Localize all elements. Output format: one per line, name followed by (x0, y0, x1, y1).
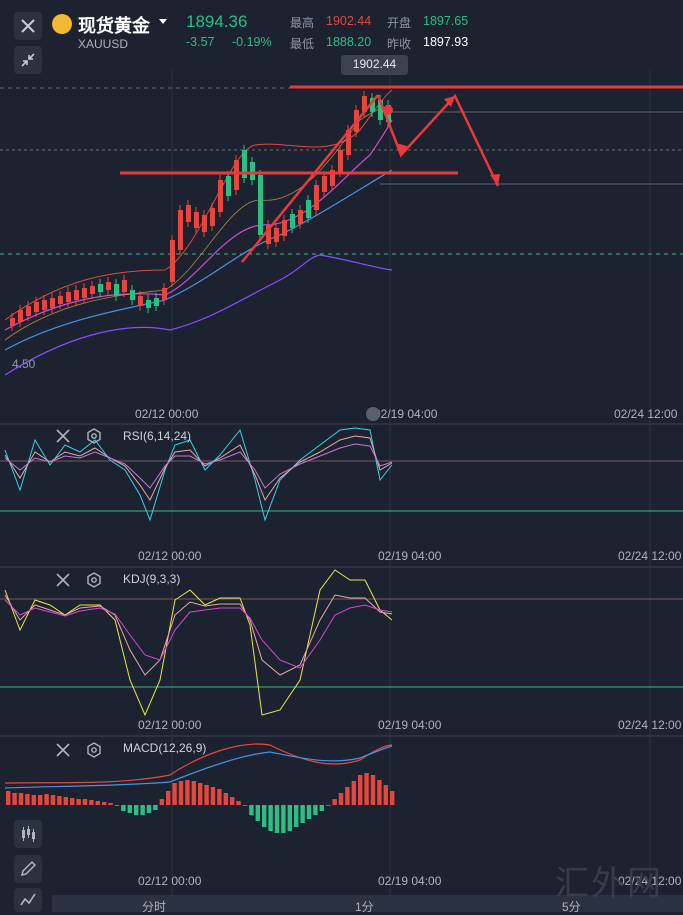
indicator-tool-button[interactable] (14, 888, 42, 912)
draw-tool-button[interactable] (14, 855, 42, 883)
rsi-tick-3: 02/24 12:00 (618, 549, 682, 563)
collapse-button[interactable] (14, 46, 42, 74)
kdj-settings-button[interactable] (86, 572, 102, 593)
macd-tick-3: 02/24 12:00 (618, 874, 682, 888)
chevron-down-icon[interactable] (159, 19, 167, 24)
scroll-handle[interactable] (366, 407, 380, 421)
gear-icon (87, 572, 101, 588)
candlestick-icon (22, 826, 35, 842)
macd-close-button[interactable] (55, 742, 71, 763)
prev-close-value: 1897.93 (423, 35, 469, 49)
price-change-percent: -0.19% (232, 35, 272, 49)
gear-icon (87, 742, 101, 758)
high-label: 最高 (290, 16, 315, 30)
watermark: 汇外网 (555, 864, 663, 904)
current-price: 1894.36 (186, 12, 248, 31)
low-label: 最低 (290, 37, 315, 51)
rsi-close-button[interactable] (55, 428, 71, 449)
open-label: 开盘 (387, 16, 412, 30)
candlestick-tool-button[interactable] (14, 820, 42, 848)
close-icon (56, 429, 70, 443)
main-tick-1: 02/12 00:00 (135, 407, 199, 421)
prev-close-label: 昨收 (387, 37, 412, 51)
indicator-icon (20, 893, 36, 906)
open-value: 1897.65 (423, 14, 469, 28)
kdj-tick-2: 02/19 04:00 (378, 718, 442, 732)
instrument-title[interactable]: 现货黄金 (78, 16, 150, 36)
collapse-arrows-icon (21, 53, 35, 67)
high-marker-label: 1902.44 (352, 57, 397, 71)
rsi-tick-1: 02/12 00:00 (138, 549, 202, 563)
close-icon (56, 743, 70, 757)
tab-1min[interactable]: 1分 (355, 900, 374, 914)
kdj-tick-3: 02/24 12:00 (618, 718, 682, 732)
close-button[interactable] (14, 12, 42, 40)
macd-label: MACD(12,26,9) (123, 741, 207, 755)
main-tick-3: 02/24 12:00 (614, 407, 678, 421)
price-change: -3.57 (186, 35, 215, 49)
tab-5min[interactable]: 5分 (562, 900, 581, 914)
macd-tick-1: 02/12 00:00 (138, 874, 202, 888)
high-value: 1902.44 (326, 14, 372, 28)
kdj-label: KDJ(9,3,3) (123, 572, 181, 586)
pencil-icon (20, 860, 37, 877)
tab-timeshare[interactable]: 分时 (142, 900, 167, 914)
kdj-tick-1: 02/12 00:00 (138, 718, 202, 732)
close-icon (56, 573, 70, 587)
rsi-label: RSI(6,14,24) (123, 429, 192, 443)
candlestick-series (10, 91, 391, 331)
macd-tick-2: 02/19 04:00 (378, 874, 442, 888)
gear-icon (87, 428, 101, 444)
kdj-close-button[interactable] (55, 572, 71, 593)
price-axis-label: 4.50 (12, 357, 36, 371)
macd-histogram (6, 773, 395, 833)
main-tick-2: 02/19 04:00 (374, 407, 438, 421)
macd-settings-button[interactable] (86, 742, 102, 763)
rsi-tick-2: 02/19 04:00 (378, 549, 442, 563)
close-icon (21, 19, 35, 33)
low-value: 1888.20 (326, 35, 372, 49)
instrument-symbol: XAUUSD (78, 37, 129, 51)
rsi-settings-button[interactable] (86, 428, 102, 449)
gold-logo (52, 14, 72, 34)
